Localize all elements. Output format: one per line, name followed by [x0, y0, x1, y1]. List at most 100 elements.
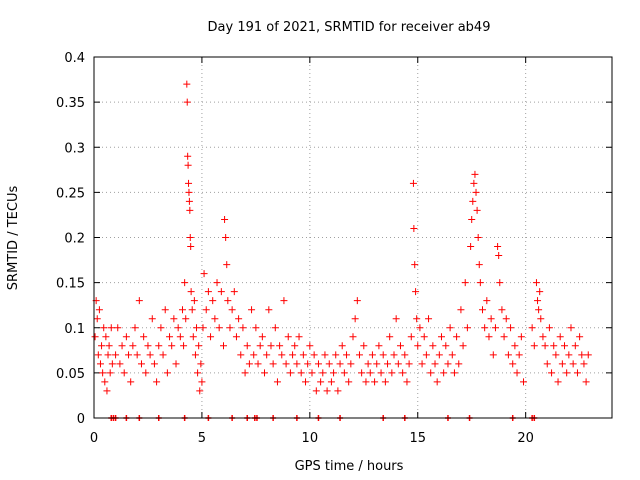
data-point	[96, 360, 104, 368]
data-point	[433, 378, 441, 386]
data-point	[345, 378, 353, 386]
data-point	[573, 369, 581, 377]
data-point	[332, 351, 340, 359]
data-point	[399, 369, 407, 377]
data-point	[323, 387, 331, 395]
data-point	[412, 288, 420, 296]
data-point	[448, 351, 456, 359]
data-point	[182, 315, 190, 323]
data-point	[550, 342, 558, 350]
data-point	[396, 342, 404, 350]
data-point	[468, 215, 476, 223]
data-point	[135, 297, 143, 305]
data-point	[282, 360, 290, 368]
y-tick-label: 0.3	[64, 141, 85, 156]
data-point	[476, 279, 484, 287]
data-point	[410, 224, 418, 232]
data-point	[256, 342, 264, 350]
data-point	[530, 342, 538, 350]
data-point	[481, 324, 489, 332]
data-point	[353, 297, 361, 305]
data-point	[371, 378, 379, 386]
data-point	[392, 315, 400, 323]
data-point	[142, 369, 150, 377]
data-point	[450, 369, 458, 377]
data-point	[351, 315, 359, 323]
data-point	[116, 360, 124, 368]
data-point	[131, 324, 139, 332]
data-point	[148, 315, 156, 323]
data-point	[578, 351, 586, 359]
data-point	[187, 288, 195, 296]
data-point	[474, 234, 482, 241]
data-point	[563, 369, 571, 377]
data-point	[183, 98, 191, 106]
data-point	[461, 279, 469, 287]
data-point	[269, 360, 277, 368]
data-point	[471, 170, 479, 178]
y-axis-label: SRMTID / TECUs	[6, 186, 21, 291]
data-point	[221, 215, 229, 223]
data-point	[513, 369, 521, 377]
data-point	[495, 252, 503, 260]
data-point	[125, 351, 133, 359]
data-point	[459, 342, 467, 350]
data-point	[215, 324, 223, 332]
x-tick-label: 0	[90, 431, 98, 446]
data-point	[254, 360, 262, 368]
data-point	[364, 360, 372, 368]
data-point	[185, 197, 193, 205]
data-point	[539, 333, 547, 341]
data-point	[93, 315, 101, 323]
data-point	[567, 324, 575, 332]
y-tick-label: 0.2	[64, 232, 85, 247]
data-point	[196, 387, 204, 395]
data-point	[338, 342, 346, 350]
data-point	[185, 188, 193, 196]
data-point	[190, 297, 198, 305]
data-point	[349, 333, 357, 341]
data-point	[250, 351, 258, 359]
data-point	[494, 243, 502, 251]
data-point	[340, 369, 348, 377]
data-point	[343, 351, 351, 359]
data-point	[276, 342, 284, 350]
data-point	[384, 360, 392, 368]
data-point	[263, 351, 271, 359]
data-point	[183, 80, 191, 88]
data-point	[180, 342, 188, 350]
data-point	[517, 333, 525, 341]
data-point	[129, 342, 137, 350]
data-point	[94, 351, 102, 359]
data-point	[375, 342, 383, 350]
data-point	[194, 369, 202, 377]
data-point	[576, 333, 584, 341]
data-point	[565, 351, 573, 359]
data-point	[355, 351, 363, 359]
data-point	[286, 369, 294, 377]
data-point	[278, 351, 286, 359]
data-point	[327, 378, 335, 386]
data-point	[453, 333, 461, 341]
data-point	[108, 360, 116, 368]
data-point	[103, 387, 111, 395]
data-point	[312, 387, 320, 395]
x-tick-label: 5	[198, 431, 206, 446]
data-point	[189, 333, 197, 341]
data-point	[379, 351, 387, 359]
data-point	[199, 324, 207, 332]
data-point	[401, 351, 409, 359]
data-point	[491, 324, 499, 332]
data-point	[496, 279, 504, 287]
data-point	[237, 351, 245, 359]
x-tick-label: 20	[517, 431, 534, 446]
data-point	[308, 369, 316, 377]
data-point	[200, 270, 208, 278]
data-point	[222, 234, 230, 241]
data-point	[403, 378, 411, 386]
data-point	[107, 324, 115, 332]
data-point	[317, 378, 325, 386]
data-point	[467, 243, 475, 251]
data-point	[336, 360, 344, 368]
data-point	[437, 333, 445, 341]
